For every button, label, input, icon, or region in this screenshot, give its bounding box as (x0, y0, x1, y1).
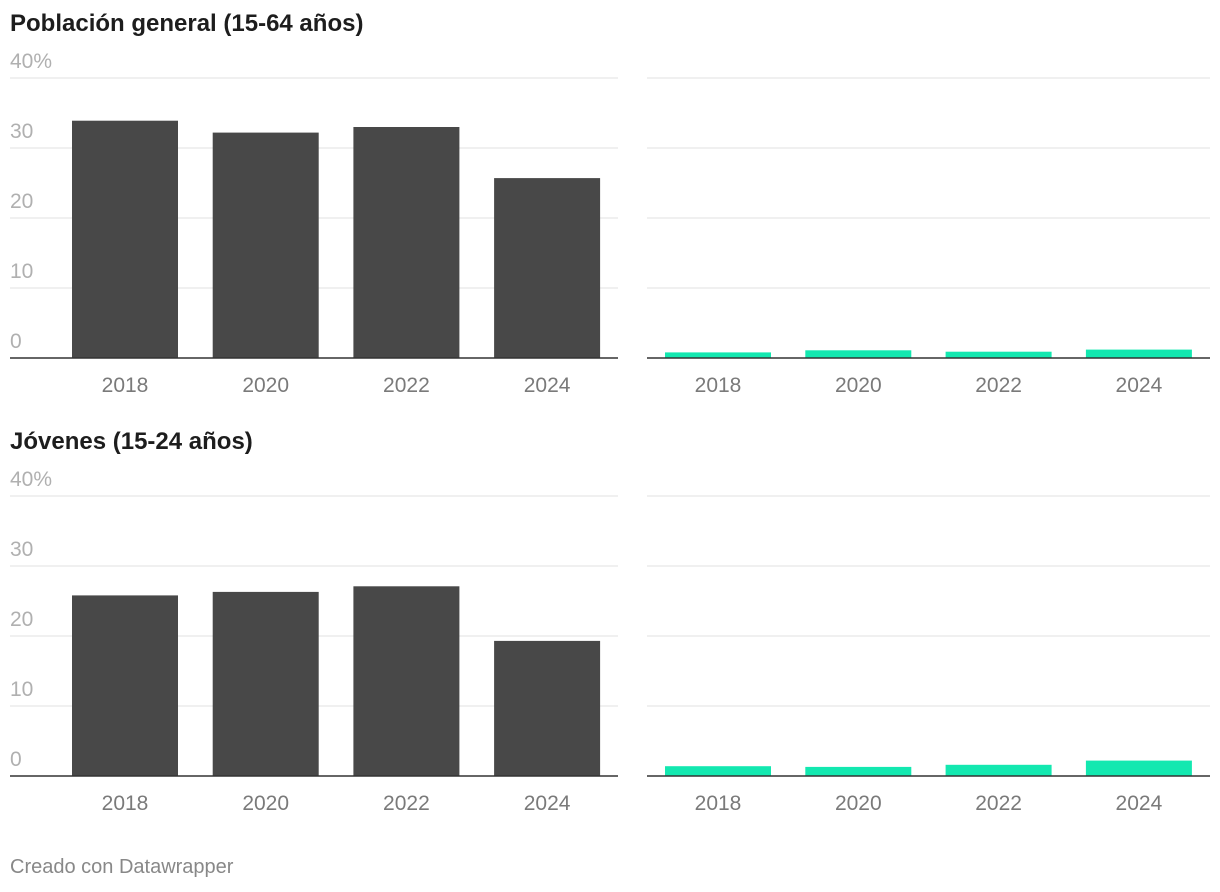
bar-right-2020 (805, 766, 912, 776)
bar-right-2018 (665, 766, 771, 776)
bar-left-2022 (353, 127, 460, 358)
footer-credit: Creado con Datawrapper (10, 856, 234, 878)
x-tick-label: 2024 (1116, 374, 1163, 397)
x-tick-label: 2024 (1116, 792, 1163, 815)
y-tick-label: 40% (10, 50, 52, 73)
panel-title-general: Población general (15-64 años) (10, 10, 364, 37)
y-tick-label: 10 (10, 260, 33, 283)
x-tick-label: 2018 (102, 792, 149, 815)
x-tick-label: 2022 (975, 374, 1022, 397)
chart-general: 2018 2020 2022 2024 2018 2020 2022 2024 40% 30 20 1… (10, 50, 1210, 397)
x-tick-label: 2020 (242, 374, 289, 397)
bar-right-2022 (945, 351, 1052, 358)
bar-left-2024 (494, 178, 601, 358)
x-tick-label: 2018 (695, 374, 742, 397)
y-tick-label: 0 (10, 330, 22, 353)
bar-left-2018 (72, 120, 178, 358)
bar-right-2024 (1085, 760, 1192, 776)
x-tick-label: 2018 (695, 792, 742, 815)
bar-left-2018 (72, 595, 178, 776)
x-tick-label: 2018 (102, 374, 149, 397)
y-tick-label: 0 (10, 748, 22, 771)
bar-right-2018 (665, 352, 771, 358)
x-tick-label: 2024 (524, 374, 571, 397)
bar-left-2022 (353, 586, 460, 776)
bar-right-2022 (945, 764, 1052, 776)
x-tick-label: 2022 (383, 374, 430, 397)
x-tick-label: 2020 (835, 792, 882, 815)
bar-left-2020 (212, 132, 319, 358)
y-tick-label: 20 (10, 608, 33, 631)
bar-right-2024 (1085, 349, 1192, 358)
x-tick-label: 2020 (835, 374, 882, 397)
x-tick-label: 2020 (242, 792, 289, 815)
bar-left-2024 (494, 640, 601, 776)
y-tick-label: 10 (10, 678, 33, 701)
bar-right-2020 (805, 350, 912, 358)
x-tick-label: 2022 (383, 792, 430, 815)
chart-jovenes: 2018 2020 2022 2024 2018 2020 2022 2024 40% 30 20 1… (10, 468, 1210, 815)
x-tick-label: 2024 (524, 792, 571, 815)
panel-title-jovenes: Jóvenes (15-24 años) (10, 428, 253, 455)
x-tick-label: 2022 (975, 792, 1022, 815)
y-tick-label: 20 (10, 190, 33, 213)
bar-left-2020 (212, 591, 319, 776)
y-tick-label: 30 (10, 120, 33, 143)
y-tick-label: 30 (10, 538, 33, 561)
y-tick-label: 40% (10, 468, 52, 491)
